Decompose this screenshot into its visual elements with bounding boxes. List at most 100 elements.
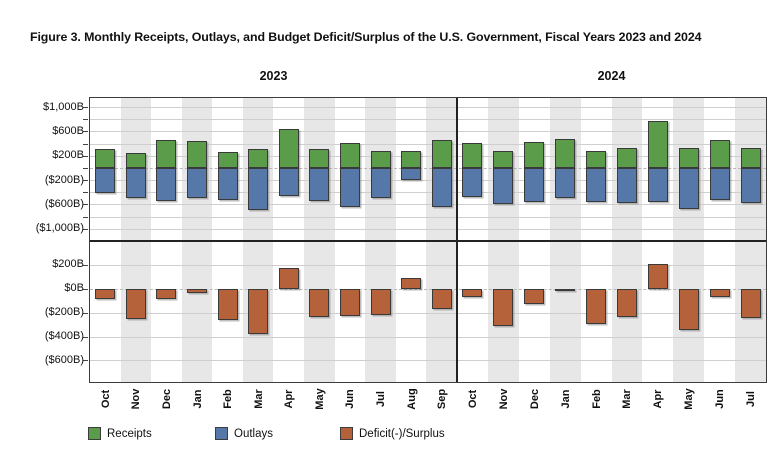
month-label: Oct [466, 389, 479, 409]
deficit-surplus-bar [187, 288, 208, 294]
receipts-bar [647, 120, 668, 168]
y-axis-tick [83, 264, 88, 266]
month-label: Jan [559, 389, 572, 409]
deficit-surplus-bar [309, 288, 330, 318]
deficit-surplus-bar [524, 288, 545, 305]
panel-year-label-2023: 2023 [259, 69, 288, 83]
y-axis-tick [83, 167, 88, 169]
receipts-bar [278, 129, 299, 168]
figure-title: Figure 3. Monthly Receipts, Outlays, and… [30, 30, 702, 44]
y-axis-tick [83, 336, 88, 338]
month-label: May [313, 388, 326, 410]
receipts-bar [309, 149, 330, 168]
column-stripe [365, 98, 396, 382]
outlays-bar [156, 167, 177, 201]
month-label: Mar [252, 389, 265, 409]
y-axis-tick-label: $200B [52, 258, 84, 271]
gridline-top [90, 155, 766, 157]
column-stripe [120, 98, 152, 382]
y-axis-tick [83, 204, 88, 206]
outlays-bar [370, 167, 391, 199]
gridline-bottom [90, 360, 766, 362]
receipts-bar [401, 150, 422, 168]
deficit-surplus-bar [740, 288, 761, 318]
y-axis-tick [83, 131, 88, 133]
month-label: Nov [130, 388, 143, 410]
month-label: Aug [405, 388, 418, 410]
deficit-surplus-bar [278, 267, 299, 289]
receipts-bar [678, 148, 699, 168]
receipts-bar [524, 141, 545, 168]
month-label: Oct [99, 389, 112, 409]
y-axis-tick [83, 119, 88, 121]
deficit-surplus-swatch-icon [340, 427, 353, 440]
deficit-surplus-bar [248, 288, 269, 334]
deficit-surplus-bar [125, 288, 146, 319]
receipts-swatch-icon [88, 427, 101, 440]
deficit-surplus-bar [339, 288, 360, 317]
outlays-bar [586, 167, 607, 203]
y-axis-tick-label: ($600B) [44, 353, 84, 366]
month-label: Jun [714, 389, 727, 409]
receipts-bar [370, 151, 391, 168]
column-stripe [735, 98, 766, 382]
deficit-surplus-bar [462, 288, 483, 297]
month-label: Apr [652, 389, 665, 409]
zero-gridline-bottom [90, 288, 766, 290]
receipts-bar [555, 138, 576, 168]
y-axis-tick [83, 155, 88, 157]
receipts-bar [493, 151, 514, 168]
column-stripe [673, 98, 705, 382]
column-stripe [487, 98, 519, 382]
y-axis-tick [83, 143, 88, 145]
deficit-surplus-bar [586, 288, 607, 325]
outlays-bar [740, 167, 761, 203]
outlays-bar [248, 167, 269, 211]
y-axis-tick-label: $600B [52, 124, 84, 137]
legend-label-receipts: Receipts [107, 427, 152, 440]
receipts-bar [156, 140, 177, 168]
outlays-bar [217, 167, 238, 200]
y-axis-tick-label: $1,000B [43, 100, 84, 113]
receipts-bar [740, 147, 761, 168]
legend-label-deficit-surplus: Deficit(-)/Surplus [359, 427, 445, 440]
legend-item-deficit-surplus: Deficit(-)/Surplus [340, 427, 445, 440]
column-stripe [611, 98, 643, 382]
receipts-bar [217, 152, 238, 168]
deficit-surplus-bar [431, 288, 452, 310]
year-divider-vertical [456, 98, 458, 382]
outlays-bar [678, 167, 699, 209]
y-axis-tick-label: ($400B) [44, 330, 84, 343]
receipts-bar [187, 140, 208, 168]
y-axis-tick [83, 192, 88, 194]
y-axis-tick [83, 360, 88, 362]
y-axis-tick-label: ($200B) [44, 306, 84, 319]
legend-item-outlays: Outlays [215, 427, 273, 440]
month-label: Dec [160, 388, 173, 410]
legend-label-outlays: Outlays [234, 427, 273, 440]
panel-year-label-2024: 2024 [597, 69, 626, 83]
month-label: Mar [621, 389, 634, 409]
deficit-surplus-bar [156, 288, 177, 299]
receipts-bar [709, 139, 730, 168]
outlays-bar [339, 167, 360, 208]
gridline-top [90, 143, 766, 145]
month-label: Jul [745, 391, 758, 407]
outlays-bar [524, 167, 545, 202]
outlays-bar [309, 167, 330, 202]
y-axis-tick [83, 107, 88, 109]
deficit-surplus-bar [95, 288, 116, 300]
month-label: Sep [436, 388, 449, 410]
gridline-top [90, 180, 766, 182]
y-axis-labels: $1,000B $600B $200B ($200B) ($600B) ($1,000B)… [0, 98, 84, 382]
plot-area [83, 97, 767, 383]
y-axis-tick [83, 288, 88, 290]
month-label: May [683, 388, 696, 410]
panel-divider-horizontal [90, 240, 766, 242]
gridline-bottom [90, 312, 766, 314]
outlays-bar [125, 167, 146, 199]
outlays-bar [616, 167, 637, 203]
y-axis-tick-label: $0B [64, 282, 84, 295]
y-axis-tick-label: ($200B) [44, 173, 84, 186]
